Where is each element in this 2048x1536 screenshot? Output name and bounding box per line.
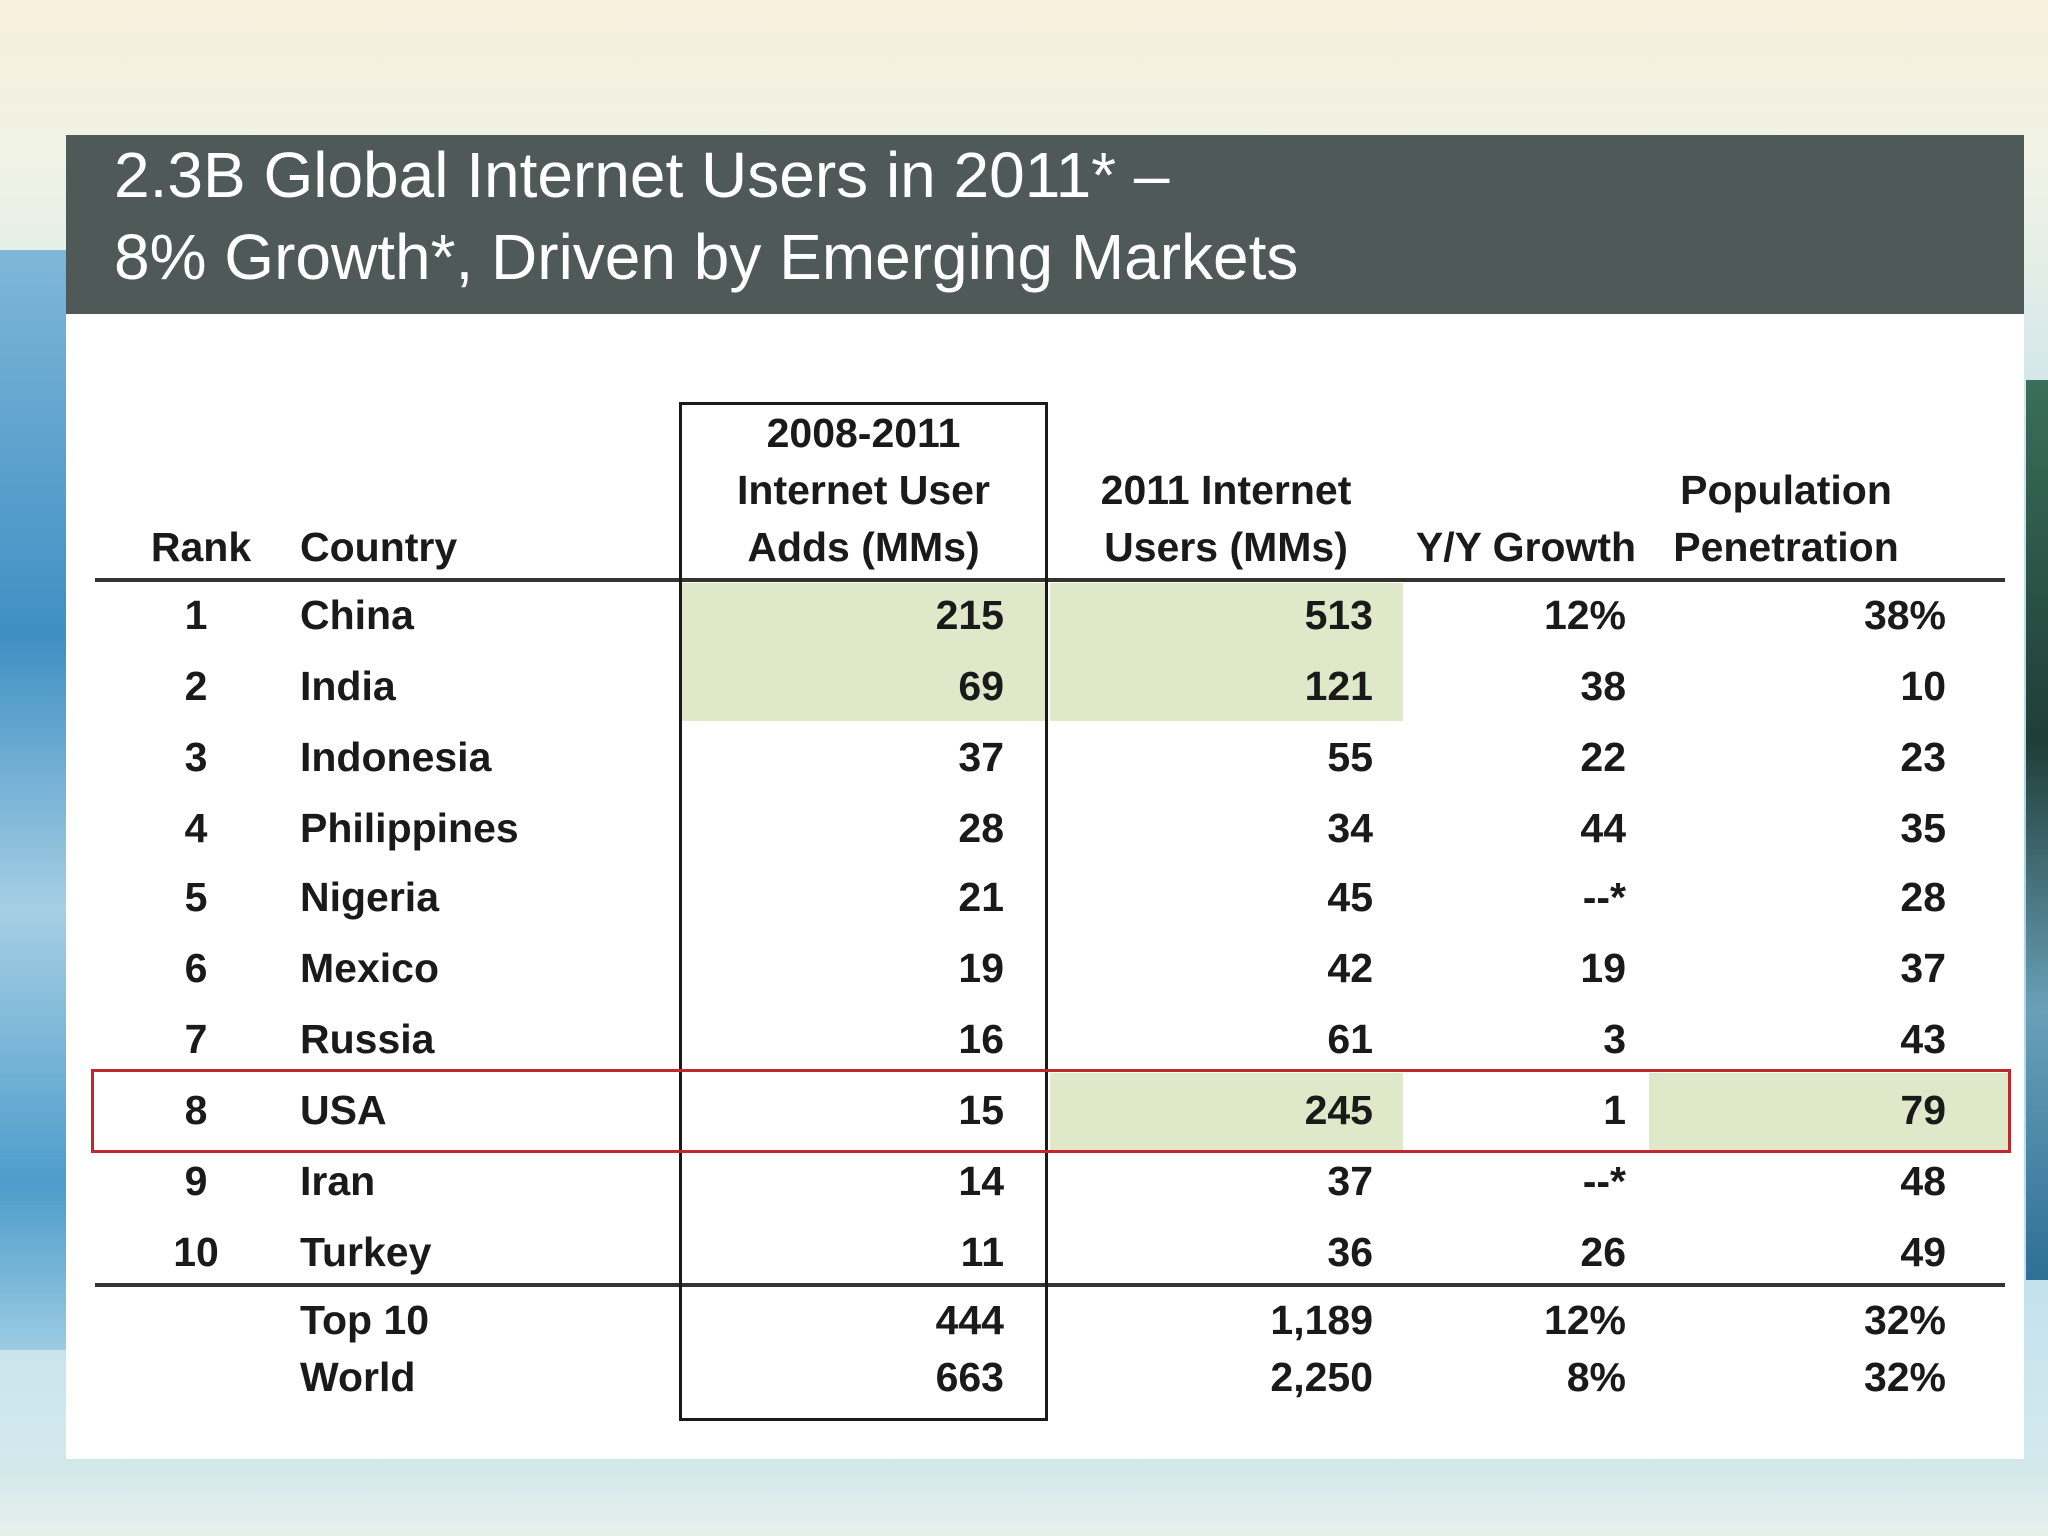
growth-cell: 1 (1603, 1087, 1626, 1133)
country-cell: India (300, 663, 396, 709)
penetration-cell: 10 (1900, 663, 1946, 709)
penetration-cell: 37 (1900, 945, 1946, 991)
adds-cell: 215 (935, 592, 1004, 638)
highlight-usa-penetration (1649, 1073, 2008, 1150)
users-cell: 42 (1327, 945, 1373, 991)
penetration-cell: 35 (1900, 805, 1946, 851)
users-cell: 34 (1327, 805, 1373, 851)
country-cell: Russia (300, 1016, 435, 1062)
header-adds-line-3: Adds (MMs) (747, 524, 980, 570)
growth-cell: --* (1582, 1158, 1626, 1204)
adds-cell: 11 (960, 1229, 1004, 1275)
adds-cell: 14 (958, 1158, 1004, 1204)
slide: 2.3B Global Internet Users in 2011* – 8%… (66, 135, 2024, 1459)
header-country: Country (300, 524, 458, 570)
slide-title-line-2: 8% Growth*, Driven by Emerging Markets (114, 221, 1299, 293)
rank-cell: 3 (184, 734, 208, 780)
rank-cell: 9 (184, 1158, 208, 1204)
penetration-cell: 48 (1900, 1158, 1946, 1204)
total-growth-cell: 12% (1543, 1297, 1626, 1343)
totals-rule (95, 1283, 2005, 1287)
background-left-scenery (0, 250, 70, 1350)
users-cell: 55 (1327, 734, 1373, 780)
users-cell: 121 (1304, 663, 1373, 709)
total-users-cell: 1,189 (1270, 1297, 1373, 1343)
users-cell: 513 (1304, 592, 1373, 638)
adds-cell: 69 (958, 663, 1004, 709)
header-rank: Rank (150, 524, 252, 570)
total-label-cell: Top 10 (300, 1297, 430, 1343)
header-rule (95, 578, 2005, 582)
rank-cell: 10 (173, 1229, 219, 1275)
background-right-scenery (2026, 380, 2048, 1280)
adds-cell: 15 (958, 1087, 1004, 1133)
header-users-line-2: Users (MMs) (1104, 524, 1348, 570)
usa-row-outline (91, 1069, 2011, 1153)
header-users-line-1: 2011 Internet (1100, 467, 1352, 513)
country-cell: Mexico (300, 945, 439, 991)
rank-cell: 2 (184, 663, 208, 709)
total-growth-cell: 8% (1566, 1354, 1626, 1400)
header-growth: Y/Y Growth (1415, 524, 1637, 570)
total-label-cell: World (300, 1354, 416, 1400)
users-cell: 37 (1327, 1158, 1373, 1204)
slide-title-line-1: 2.3B Global Internet Users in 2011* – (114, 139, 1170, 211)
country-cell: Iran (300, 1158, 376, 1204)
country-cell: China (300, 592, 414, 638)
penetration-cell: 38% (1863, 592, 1946, 638)
users-cell: 245 (1304, 1087, 1373, 1133)
adds-cell: 37 (958, 734, 1004, 780)
growth-cell: 38 (1580, 663, 1626, 709)
header-penetration-line-1: Population (1680, 467, 1892, 513)
total-penetration-cell: 32% (1863, 1297, 1946, 1343)
growth-cell: 44 (1580, 805, 1626, 851)
total-users-cell: 2,250 (1270, 1354, 1373, 1400)
highlight-china-india-adds (681, 583, 1047, 721)
adds-cell: 19 (958, 945, 1004, 991)
total-adds-cell: 663 (935, 1354, 1004, 1400)
growth-cell: 19 (1580, 945, 1626, 991)
penetration-cell: 79 (1900, 1087, 1946, 1133)
penetration-cell: 49 (1900, 1229, 1946, 1275)
background-bottom (0, 1456, 2048, 1536)
header-adds-line-1: 2008-2011 (766, 410, 961, 456)
rank-cell: 1 (184, 592, 208, 638)
rank-cell: 5 (184, 874, 208, 920)
highlight-china-india-users (1050, 583, 1403, 721)
rank-cell: 7 (184, 1016, 208, 1062)
adds-cell: 21 (958, 874, 1004, 920)
penetration-cell: 43 (1900, 1016, 1946, 1062)
growth-cell: 22 (1580, 734, 1626, 780)
users-cell: 61 (1327, 1016, 1373, 1062)
rank-cell: 6 (184, 945, 208, 991)
highlight-usa-users (1050, 1073, 1403, 1150)
adds-column-box (679, 402, 1048, 1421)
growth-cell: --* (1582, 874, 1626, 920)
adds-cell: 28 (958, 805, 1004, 851)
growth-cell: 26 (1580, 1229, 1626, 1275)
header-penetration-line-2: Penetration (1673, 524, 1899, 570)
rank-cell: 4 (184, 805, 208, 851)
country-cell: Nigeria (300, 874, 439, 920)
total-adds-cell: 444 (935, 1297, 1004, 1343)
penetration-cell: 23 (1900, 734, 1946, 780)
adds-cell: 16 (958, 1016, 1004, 1062)
rank-cell: 8 (184, 1087, 208, 1133)
users-cell: 45 (1327, 874, 1373, 920)
country-cell: Philippines (300, 805, 519, 851)
header-adds-line-2: Internet User (737, 467, 990, 513)
title-bar: 2.3B Global Internet Users in 2011* – 8%… (66, 135, 2024, 314)
growth-cell: 3 (1603, 1016, 1626, 1062)
users-cell: 36 (1327, 1229, 1373, 1275)
growth-cell: 12% (1543, 592, 1626, 638)
penetration-cell: 28 (1900, 874, 1946, 920)
country-cell: Indonesia (300, 734, 492, 780)
country-cell: Turkey (300, 1229, 432, 1275)
total-penetration-cell: 32% (1863, 1354, 1946, 1400)
country-cell: USA (300, 1087, 387, 1133)
